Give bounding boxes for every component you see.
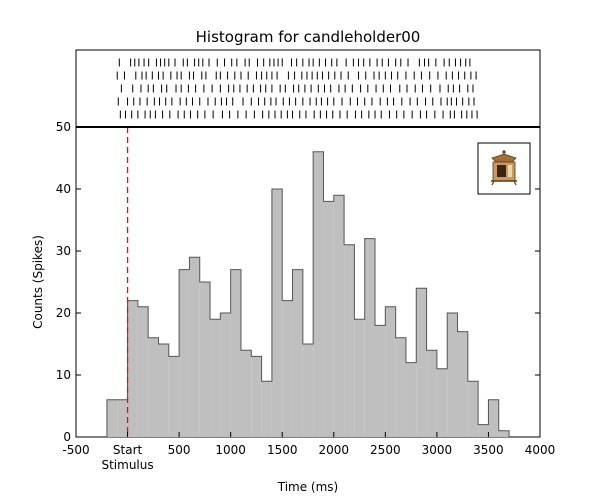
histogram-bar — [240, 350, 252, 437]
histogram-bar — [426, 350, 437, 437]
histogram-bar — [210, 319, 221, 437]
spike-raster — [116, 58, 478, 119]
histogram-bar — [261, 381, 272, 437]
histogram-bar — [168, 356, 180, 437]
x-tick-label: -500 — [62, 443, 89, 457]
histogram-bar — [395, 337, 406, 437]
candleholder-icon — [491, 150, 517, 186]
histogram-bar — [292, 269, 303, 437]
y-tick-label: 30 — [56, 244, 71, 258]
histogram-bar — [251, 356, 262, 437]
histogram-bar — [478, 424, 489, 437]
histogram-bar — [416, 288, 427, 437]
histogram-bar — [354, 319, 365, 437]
histogram-bar — [405, 362, 417, 437]
histogram-bar — [488, 399, 499, 437]
stimulus-thumbnail — [477, 142, 531, 195]
y-tick-label: 10 — [56, 368, 71, 382]
x-tick-label: 3500 — [473, 443, 504, 457]
histogram-bar — [127, 300, 138, 437]
y-tick-label: 50 — [56, 120, 71, 134]
histogram-bar — [385, 306, 396, 437]
histogram-bar — [447, 313, 458, 437]
x-tick-label: 3000 — [422, 443, 453, 457]
histogram-bar — [137, 306, 149, 437]
x-tick-label: 1000 — [215, 443, 246, 457]
x-tick-label: 2500 — [370, 443, 401, 457]
y-axis-label: Counts (Spikes) — [31, 235, 45, 329]
x-tick-label: 4000 — [525, 443, 556, 457]
x-tick-label: 1500 — [267, 443, 298, 457]
histogram-bar — [344, 244, 355, 437]
x-axis-label: Time (ms) — [277, 480, 339, 494]
histogram-bar — [148, 337, 159, 437]
x-tick-label: 500 — [168, 443, 191, 457]
y-tick-label: 20 — [56, 306, 71, 320]
histogram-bar — [436, 368, 448, 437]
histogram-bar — [498, 430, 510, 437]
histogram-bar — [220, 313, 231, 437]
y-tick-label: 40 — [56, 182, 71, 196]
histogram-bar — [313, 151, 324, 438]
histogram-bar — [230, 269, 241, 437]
histogram-bar — [323, 201, 334, 437]
histogram-bars — [106, 151, 510, 438]
y-tick-label: 0 — [63, 430, 71, 444]
histogram-bar — [467, 381, 479, 437]
histogram-bar — [158, 344, 169, 437]
histogram-outline — [106, 151, 510, 437]
x-axis-ticks: -500 Start 500 1000 1500 2000 2500 3000 3500 4000 — [62, 432, 555, 457]
histogram-bar — [282, 300, 293, 437]
raster-panel-frame — [75, 49, 541, 128]
histogram-bar — [106, 399, 118, 437]
x-tick-label: 2000 — [319, 443, 350, 457]
x-tick-label: Start — [113, 443, 143, 457]
histogram-bar — [199, 282, 211, 437]
histogram-bar — [271, 189, 283, 437]
histogram-bar — [117, 399, 128, 437]
chart-title: Histogram for candleholder00 — [196, 28, 421, 46]
histogram-bar — [364, 238, 376, 437]
y-axis-ticks: 0 10 20 30 40 50 — [56, 120, 540, 444]
histogram-bar — [179, 269, 190, 437]
x-tick-sublabel-stimulus: Stimulus — [101, 458, 153, 472]
histogram-bar — [333, 195, 345, 437]
histogram-bar — [189, 257, 200, 437]
histogram-bar — [375, 325, 386, 437]
histogram-bar — [457, 331, 468, 437]
histogram-bar — [302, 344, 314, 437]
